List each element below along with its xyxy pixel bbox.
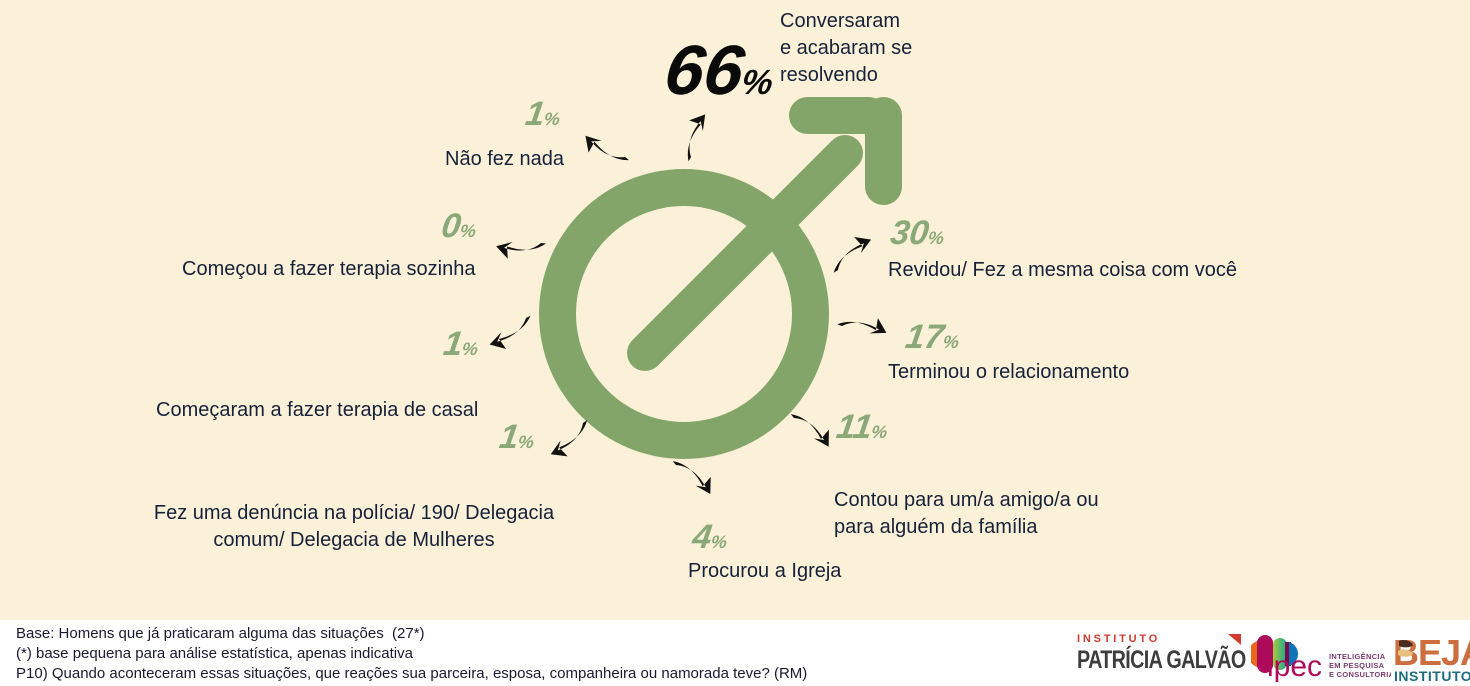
svg-text:INSTITUTO: INSTITUTO: [1394, 668, 1470, 683]
svg-text:EM PESQUISA: EM PESQUISA: [1329, 661, 1385, 670]
svg-text:ipec: ipec: [1267, 650, 1322, 683]
svg-text:INTELIGÊNCIA: INTELIGÊNCIA: [1329, 652, 1386, 661]
svg-text:E CONSULTORIA: E CONSULTORIA: [1329, 670, 1391, 679]
